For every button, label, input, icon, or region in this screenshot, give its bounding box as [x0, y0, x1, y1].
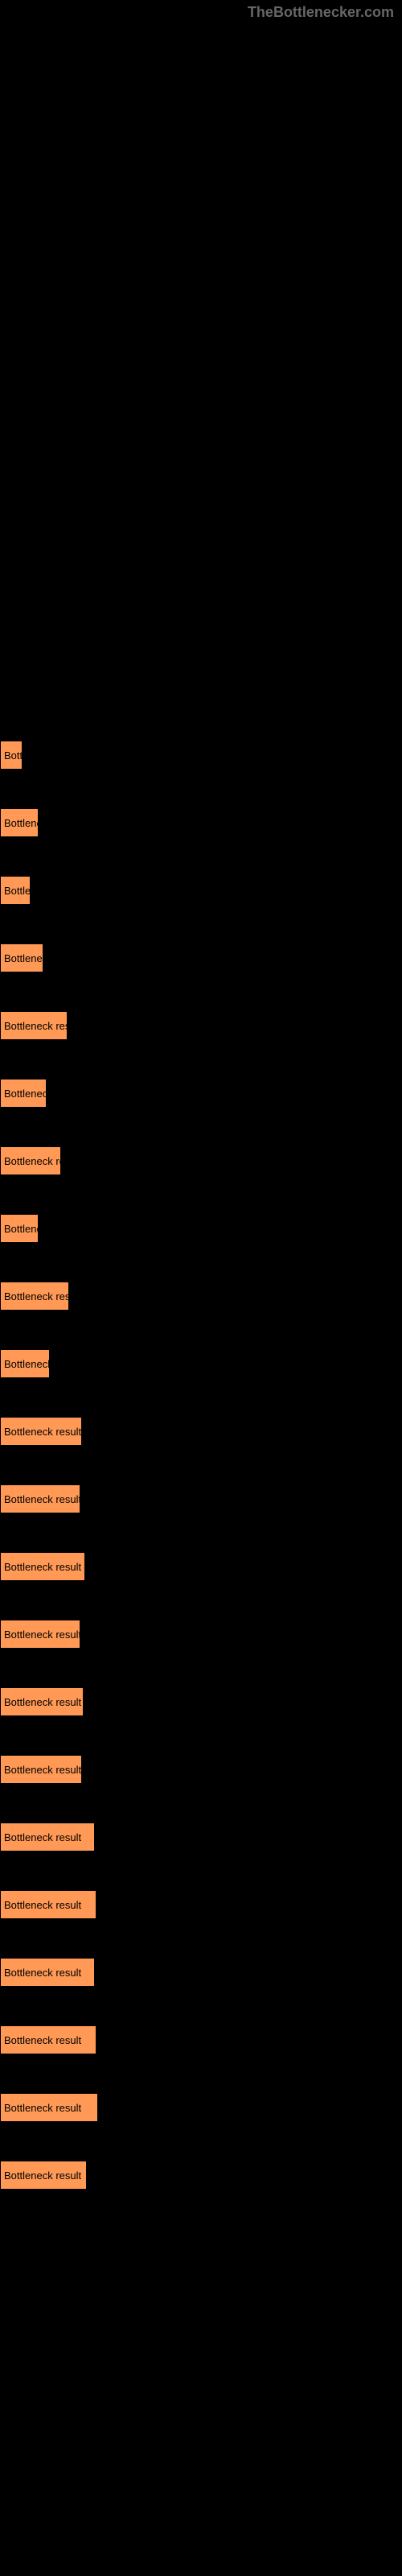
- bar: Bottleneck result: [0, 1552, 85, 1581]
- bar-row: Bottleneck re: [0, 1146, 402, 1175]
- bar: Bottleneck result: [0, 1687, 84, 1716]
- bar-row: Bottleneck result: [0, 1484, 402, 1513]
- bar-row: Bottlenec: [0, 808, 402, 837]
- bar-chart: Bottl Bottlenec Bottle Bottleneck Bottleneck…: [0, 0, 402, 2260]
- bar-row: Bottleneck result: [0, 1687, 402, 1716]
- bar-row: Bottleneck result: [0, 1620, 402, 1649]
- bar-row: Bottlenec: [0, 1214, 402, 1243]
- bar: Bottleneck result: [0, 1755, 82, 1784]
- bar: Bottl: [0, 741, 23, 770]
- bar-row: Bottleneck res: [0, 1011, 402, 1040]
- bar: Bottlenec: [0, 1214, 39, 1243]
- bar: Bottleneck: [0, 943, 43, 972]
- bar-row: Bottleneck result: [0, 1823, 402, 1852]
- bar: Bottleneck result: [0, 1958, 95, 1987]
- bar: Bottleneck res: [0, 1011, 68, 1040]
- bar-row: Bottl: [0, 741, 402, 770]
- bar-row: Bottleneck: [0, 1079, 402, 1108]
- bar: Bottleneck r: [0, 1349, 50, 1378]
- bar: Bottleneck rest: [0, 1282, 69, 1311]
- bar-row: Bottleneck result: [0, 1755, 402, 1784]
- bar-row: Bottleneck result: [0, 2093, 402, 2122]
- bar: Bottleneck result: [0, 1890, 96, 1919]
- bar-row: Bottleneck result: [0, 1890, 402, 1919]
- bar: Bottleneck result: [0, 2025, 96, 2054]
- bar: Bottleneck result: [0, 1823, 95, 1852]
- bar-row: Bottleneck result: [0, 2161, 402, 2190]
- bar-row: Bottleneck: [0, 943, 402, 972]
- bar: Bottleneck result: [0, 1620, 80, 1649]
- bar: Bottle: [0, 876, 31, 905]
- bar: Bottleneck result: [0, 1484, 80, 1513]
- watermark-text: TheBottlenecker.com: [248, 4, 394, 21]
- bar: Bottleneck result: [0, 1417, 82, 1446]
- bar-row: Bottleneck result: [0, 2025, 402, 2054]
- bar-row: Bottle: [0, 876, 402, 905]
- bar: Bottleneck result: [0, 2093, 98, 2122]
- bar-row: Bottleneck r: [0, 1349, 402, 1378]
- bar: Bottlenec: [0, 808, 39, 837]
- bar: Bottleneck re: [0, 1146, 61, 1175]
- bar-row: Bottleneck result: [0, 1958, 402, 1987]
- bar-row: Bottleneck result: [0, 1552, 402, 1581]
- bar-row: Bottleneck rest: [0, 1282, 402, 1311]
- bar-row: Bottleneck result: [0, 1417, 402, 1446]
- bar: Bottleneck: [0, 1079, 47, 1108]
- bar: Bottleneck result: [0, 2161, 87, 2190]
